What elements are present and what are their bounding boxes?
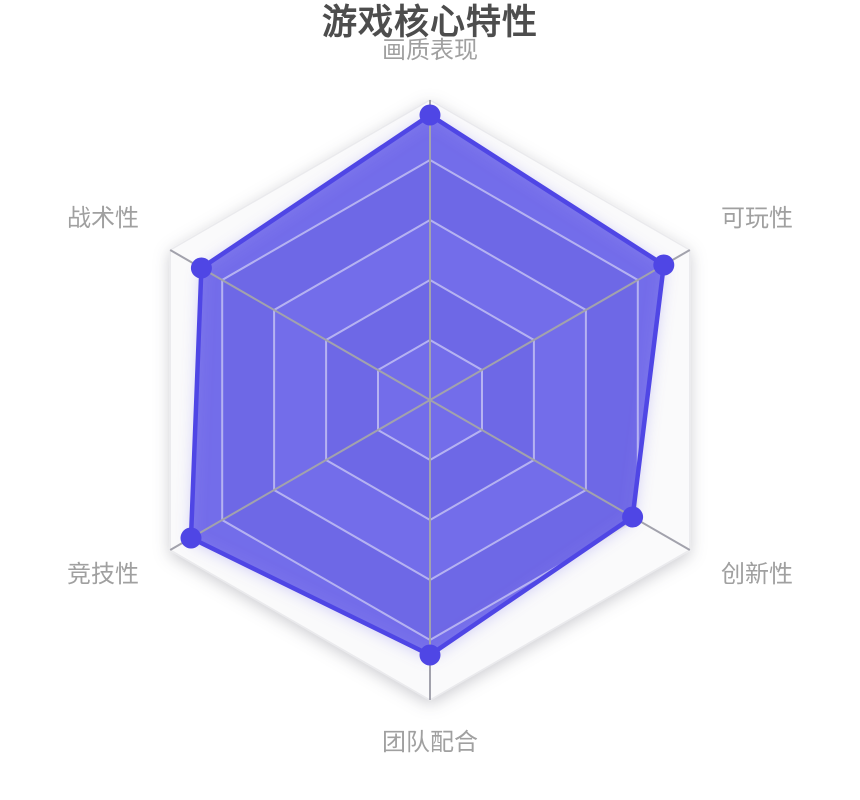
axis-label-1: 可玩性: [721, 205, 793, 232]
axis-line-4: [169, 399, 431, 551]
axis-label-5: 战术性: [67, 205, 139, 232]
data-point-3[interactable]: [419, 644, 441, 666]
data-point-2[interactable]: [622, 506, 644, 528]
axis-label-3: 团队配合: [382, 729, 478, 756]
axis-line-5: [169, 249, 431, 401]
data-point-1[interactable]: [653, 254, 675, 276]
axis-line-1: [429, 249, 691, 401]
axis-label-2: 创新性: [721, 561, 793, 588]
data-point-0[interactable]: [419, 104, 441, 126]
axis-label-4: 竞技性: [67, 561, 139, 588]
series-area-游戏核心特性: [191, 115, 664, 655]
axis-line-2: [429, 399, 691, 551]
data-point-4[interactable]: [180, 527, 202, 549]
axis-label-0: 画质表现: [382, 37, 478, 64]
data-point-5[interactable]: [190, 257, 212, 279]
chart-title: 游戏核心特性: [321, 3, 538, 42]
